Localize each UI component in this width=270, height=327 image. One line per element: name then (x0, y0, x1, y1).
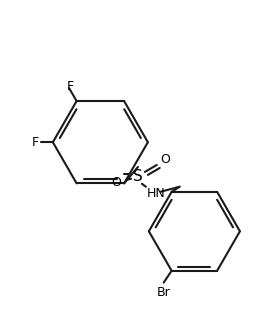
Text: S: S (133, 169, 143, 184)
Text: Br: Br (157, 286, 171, 299)
Text: F: F (32, 136, 39, 149)
Text: F: F (67, 80, 74, 93)
Text: O: O (111, 176, 121, 189)
Text: HN: HN (147, 187, 166, 200)
Text: O: O (161, 153, 171, 165)
